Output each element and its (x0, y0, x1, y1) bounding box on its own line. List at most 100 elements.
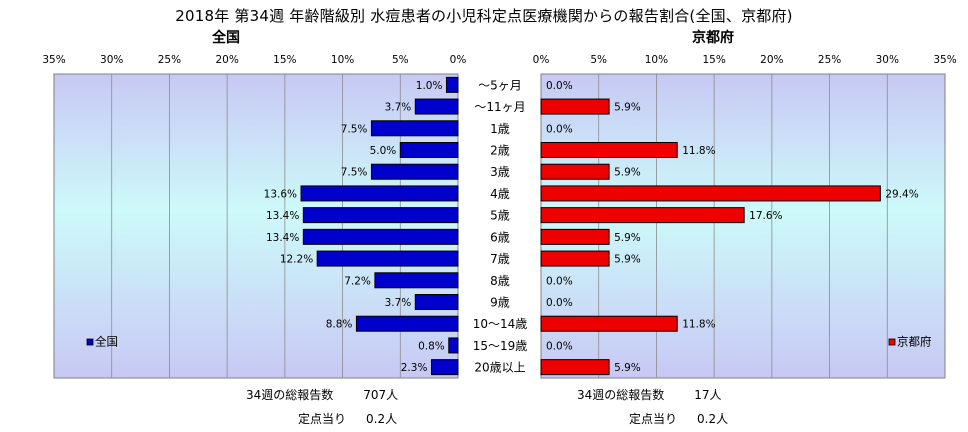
footer-national-per: 定点当り 0.2人 (298, 410, 397, 427)
right-bar (540, 228, 610, 245)
left-legend-label: 全国 (95, 335, 118, 349)
left-bar (430, 359, 459, 376)
left-bar (414, 294, 459, 310)
category-label: 3歳 (490, 165, 510, 179)
left-bar (355, 315, 459, 332)
right-tick-label: 25% (818, 54, 841, 66)
right-tick-label: 35% (933, 54, 956, 66)
right-data-label: 11.8% (682, 319, 715, 331)
left-tick-label: 25% (158, 54, 181, 66)
footer-kyoto-per-value: 0.2人 (697, 412, 729, 426)
right-tick-label: 5% (590, 54, 607, 66)
right-data-label: 5.9% (614, 232, 641, 244)
right-legend-label: 京都府 (897, 335, 932, 349)
right-bar (540, 359, 610, 376)
left-legend-swatch (86, 338, 94, 346)
left-tick-label: 0% (450, 54, 467, 66)
left-bar (316, 250, 459, 267)
left-bar (445, 76, 459, 93)
left-data-label: 12.2% (280, 254, 313, 266)
left-data-label: 13.4% (266, 232, 299, 244)
left-data-label: 3.7% (385, 297, 412, 309)
left-tick-label: 20% (215, 54, 238, 66)
left-data-label: 7.2% (344, 275, 371, 287)
left-data-label: 13.6% (264, 188, 297, 200)
category-labels: ～5ヶ月 ～11ヶ月 1歳 2歳 3歳 4歳 5歳 6歳 7歳 8歳 9歳 10～14歳 15～19歳 2… (473, 78, 528, 374)
footer-national-total: 34週の総報告数 707人 (246, 386, 398, 403)
right-data-label: 5.9% (614, 167, 641, 179)
right-legend-swatch (888, 338, 896, 346)
footer-kyoto-total-label: 34週の総報告数 (577, 388, 665, 402)
left-data-label: 7.5% (341, 123, 368, 135)
kyoto-panel: 0% 5% 10% 15% 20% 25% 30% 35% 0.0% 5.9% 0.0% 11.8% 5… (533, 54, 957, 379)
footer-national-total-label: 34週の総報告数 (246, 388, 334, 402)
left-bar (370, 163, 459, 180)
right-data-label: 0.0% (546, 123, 573, 135)
left-plot-background (53, 73, 459, 379)
category-label: ～11ヶ月 (474, 100, 525, 114)
left-tick-label: 5% (392, 54, 409, 66)
left-bar (399, 142, 459, 158)
category-label: 10～14歳 (473, 317, 528, 331)
footer-kyoto-per: 定点当り 0.2人 (629, 410, 728, 427)
panel-title-kyoto: 京都府 (692, 30, 734, 46)
category-label: 8歳 (490, 274, 510, 288)
left-data-label: 3.7% (385, 102, 412, 114)
right-bar (540, 207, 745, 224)
category-label: 1歳 (490, 122, 510, 136)
category-label: 5歳 (490, 209, 510, 223)
left-tick-label: 10% (331, 54, 354, 66)
footer-kyoto-total-value: 17人 (694, 388, 722, 402)
right-data-label: 17.6% (749, 210, 782, 222)
right-bar (540, 142, 678, 158)
left-data-label: 0.8% (418, 340, 445, 352)
left-data-label: 1.0% (416, 80, 443, 92)
left-bar (374, 272, 459, 289)
footer-national-total-value: 707人 (363, 388, 399, 402)
right-data-label: 29.4% (885, 188, 918, 200)
right-data-label: 0.0% (546, 297, 573, 309)
left-data-label: 5.0% (370, 145, 397, 157)
left-tick-label: 35% (42, 54, 65, 66)
right-tick-label: 15% (702, 54, 725, 66)
left-tick-label: 30% (100, 54, 123, 66)
right-plot-background (540, 73, 946, 379)
right-data-label: 0.0% (546, 340, 573, 352)
footer-national-per-value: 0.2人 (366, 412, 398, 426)
panel-title-national: 全国 (212, 30, 240, 46)
right-bar (540, 185, 881, 202)
right-bar (540, 250, 610, 267)
left-bar (302, 228, 459, 245)
left-bar (300, 185, 459, 202)
category-label: 2歳 (490, 144, 510, 158)
category-label: 6歳 (490, 230, 510, 244)
left-data-label: 8.8% (326, 319, 353, 331)
right-data-label: 0.0% (546, 275, 573, 287)
national-panel: 35% 30% 25% 20% 15% 10% 5% 0%1.0%3.7%7.5%5.0%7.… (42, 54, 467, 379)
left-data-label: 7.5% (341, 167, 368, 179)
left-data-label: 13.4% (266, 210, 299, 222)
category-label: 7歳 (490, 252, 510, 266)
footer-kyoto-total: 34週の総報告数 17人 (577, 386, 722, 403)
left-tick-label: 15% (273, 54, 296, 66)
right-data-label: 5.9% (614, 102, 641, 114)
left-bar (448, 337, 459, 354)
right-data-label: 5.9% (614, 254, 641, 266)
right-bar (540, 98, 610, 115)
right-data-label: 5.9% (614, 362, 641, 374)
right-tick-label: 20% (760, 54, 783, 66)
right-bar (540, 315, 678, 332)
chart-title: 2018年 第34週 年齢階級別 水痘患者の小児科定点医療機関からの報告割合(全… (175, 7, 793, 25)
right-tick-label: 30% (876, 54, 899, 66)
right-data-label: 11.8% (682, 145, 715, 157)
right-tick-label: 0% (533, 54, 550, 66)
left-data-label: 2.3% (401, 362, 428, 374)
right-tick-label: 10% (645, 54, 668, 66)
category-label: 15～19歳 (473, 339, 528, 353)
right-bar (540, 163, 610, 180)
right-data-label: 0.0% (546, 80, 573, 92)
category-label: ～5ヶ月 (478, 78, 522, 92)
left-bar (302, 207, 459, 224)
category-label: 20歳以上 (474, 361, 525, 375)
